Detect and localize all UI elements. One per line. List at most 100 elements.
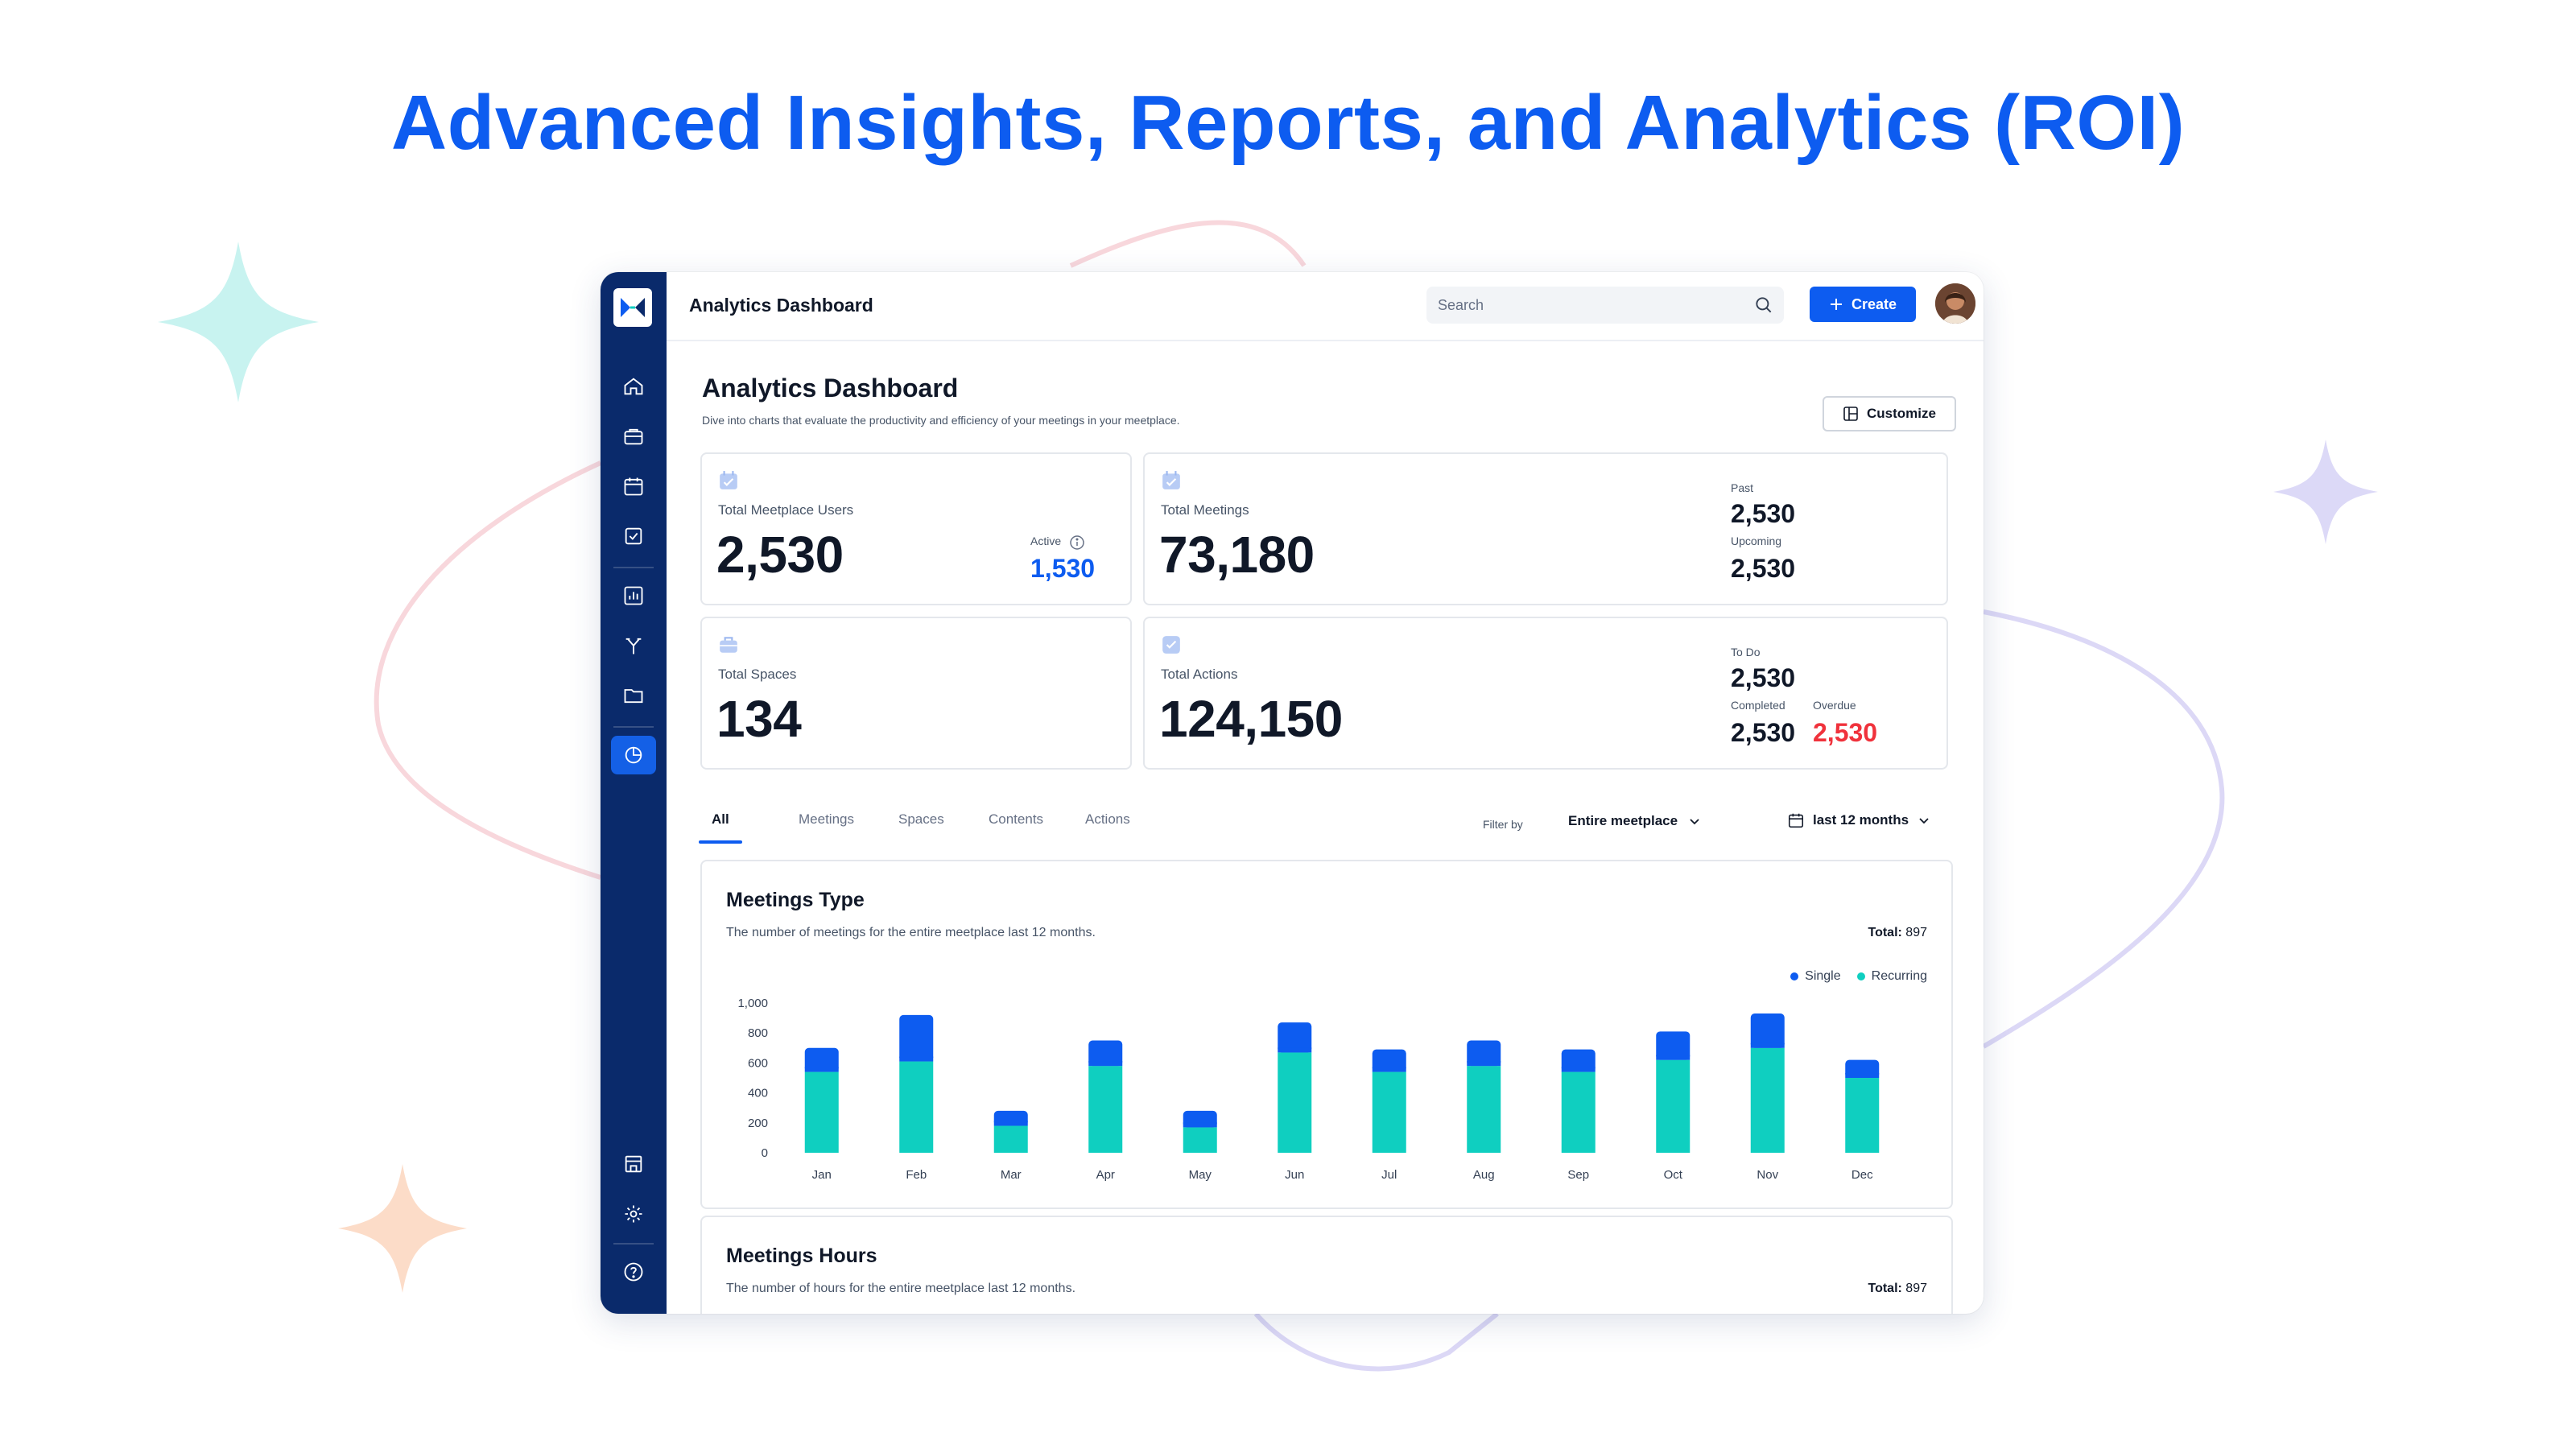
x-tick-label: May [1189, 1168, 1212, 1182]
y-tick-label: 1,000 [737, 997, 768, 1010]
bar-recurring-sep[interactable] [1561, 1071, 1596, 1153]
y-tick-label: 400 [748, 1087, 768, 1100]
bar-single-jan[interactable] [804, 1047, 839, 1072]
bar-segment-joint [1278, 1047, 1312, 1053]
calendar-icon[interactable] [611, 467, 656, 506]
create-button[interactable]: Create [1810, 287, 1916, 322]
legend-item-recurring[interactable]: Recurring [1856, 969, 1927, 984]
avatar[interactable] [1935, 283, 1975, 324]
folder-icon[interactable] [611, 676, 656, 715]
briefcase-icon[interactable] [611, 417, 656, 456]
tab-meetings[interactable]: Meetings [799, 811, 854, 827]
meetings-type-card: Meetings Type The number of meetings for… [700, 860, 1953, 1209]
bar-recurring-feb[interactable] [899, 1061, 934, 1153]
card-label: Total Meetplace Users [718, 502, 854, 518]
calendar-icon [1788, 813, 1804, 828]
tab-actions[interactable]: Actions [1085, 811, 1130, 827]
search-input[interactable] [1438, 287, 1744, 324]
app-window: Analytics Dashboard Create Analytics Da [601, 272, 1984, 1314]
meetings-type-chart: 0 200 400 600 800 1,000 Jan Feb Mar Apr May Jun Jul A… [737, 997, 1880, 1182]
hero-title: Advanced Insights, Reports, and Analytic… [390, 80, 2186, 166]
chart-subtitle: The number of hours for the entire meetp… [726, 1282, 1076, 1295]
bar-single-sep[interactable] [1561, 1049, 1596, 1072]
bar-recurring-dec[interactable] [1845, 1078, 1880, 1153]
chart-total: Total: 897 [1868, 1282, 1927, 1296]
bar-single-oct[interactable] [1656, 1031, 1690, 1060]
bar-single-jul[interactable] [1372, 1049, 1406, 1072]
active-value: 1,530 [1030, 554, 1096, 583]
bar-recurring-jun[interactable] [1278, 1052, 1312, 1153]
bar-recurring-apr[interactable] [1088, 1066, 1123, 1153]
bar-single-apr[interactable] [1088, 1040, 1123, 1067]
topbar-title: Analytics Dashboard [689, 295, 873, 316]
bar-recurring-jan[interactable] [804, 1071, 839, 1153]
store-icon[interactable] [611, 1145, 656, 1183]
card-value: 73,180 [1159, 526, 1315, 584]
bar-chart-icon[interactable] [611, 576, 656, 615]
x-tick-label: Jan [812, 1168, 832, 1182]
bar-recurring-aug[interactable] [1467, 1066, 1501, 1153]
legend-label: Recurring [1871, 969, 1927, 983]
search-icon[interactable] [1753, 295, 1774, 316]
todo-value: 2,530 [1731, 663, 1796, 692]
bar-segment-joint [1845, 1073, 1880, 1078]
page-subtitle: Dive into charts that evaluate the produ… [702, 414, 1180, 427]
todo-label: To Do [1731, 646, 1761, 658]
bar-segment-joint [1183, 1122, 1217, 1128]
bar-single-aug[interactable] [1467, 1040, 1501, 1067]
filter-by-label: Filter by [1483, 818, 1523, 831]
home-icon[interactable] [611, 367, 656, 406]
chart-total-label: Total: [1868, 1282, 1902, 1295]
x-tick-label: Oct [1664, 1168, 1683, 1182]
upcoming-value: 2,530 [1731, 554, 1796, 583]
chart-total-label: Total: [1868, 926, 1902, 939]
bar-single-jun[interactable] [1278, 1022, 1312, 1053]
x-tick-label: Aug [1473, 1168, 1495, 1182]
topbar: Analytics Dashboard Create [667, 272, 1984, 341]
pie-chart-icon[interactable] [611, 736, 656, 774]
chart-total: Total: 897 [1868, 926, 1927, 940]
tab-all[interactable]: All [712, 811, 729, 827]
tab-contents[interactable]: Contents [989, 811, 1044, 827]
chart-title: Meetings Type [726, 889, 865, 911]
legend-label: Single [1805, 969, 1841, 983]
card-label: Total Spaces [718, 667, 797, 682]
branch-icon[interactable] [611, 626, 656, 665]
plus-icon [1830, 299, 1842, 310]
help-icon[interactable] [611, 1253, 656, 1291]
bar-recurring-oct[interactable] [1656, 1059, 1690, 1153]
bar-segment-joint [1088, 1061, 1123, 1067]
sidebar [601, 272, 667, 1314]
app-logo[interactable] [613, 288, 652, 327]
card-label: Total Meetings [1161, 502, 1249, 518]
calendar-icon [1162, 471, 1180, 489]
x-tick-label: Jun [1285, 1168, 1304, 1182]
chart-title: Meetings Hours [726, 1245, 877, 1267]
scope-dropdown[interactable]: Entire meetplace [1568, 813, 1702, 829]
bar-segment-joint [1656, 1055, 1690, 1060]
period-dropdown[interactable]: last 12 months [1787, 811, 1931, 829]
period-dropdown-value: last 12 months [1813, 812, 1909, 828]
card-total-meetings: Total Meetings 73,180 Past 2,530 Upcomin… [1143, 452, 1948, 605]
sparkle-peach-icon [338, 1164, 467, 1293]
bar-recurring-may[interactable] [1183, 1127, 1217, 1153]
bar-recurring-nov[interactable] [1750, 1047, 1785, 1153]
gear-icon[interactable] [611, 1195, 656, 1233]
tab-spaces[interactable]: Spaces [898, 811, 944, 827]
customize-button[interactable]: Customize [1823, 396, 1956, 431]
bar-recurring-jul[interactable] [1372, 1071, 1406, 1153]
search-box[interactable] [1426, 287, 1784, 324]
bar-segment-joint [1561, 1067, 1596, 1072]
legend-item-single[interactable]: Single [1790, 969, 1841, 984]
info-icon[interactable] [1069, 535, 1085, 551]
completed-value: 2,530 [1731, 718, 1796, 747]
bar-segment-joint [1467, 1061, 1501, 1067]
bar-single-nov[interactable] [1750, 1013, 1785, 1048]
checklist-icon[interactable] [611, 517, 656, 555]
bar-single-feb[interactable] [899, 1014, 934, 1062]
app-logo-icon [621, 298, 645, 317]
x-tick-label: Feb [906, 1168, 927, 1182]
bar-recurring-mar[interactable] [993, 1125, 1028, 1153]
past-label: Past [1731, 481, 1754, 494]
